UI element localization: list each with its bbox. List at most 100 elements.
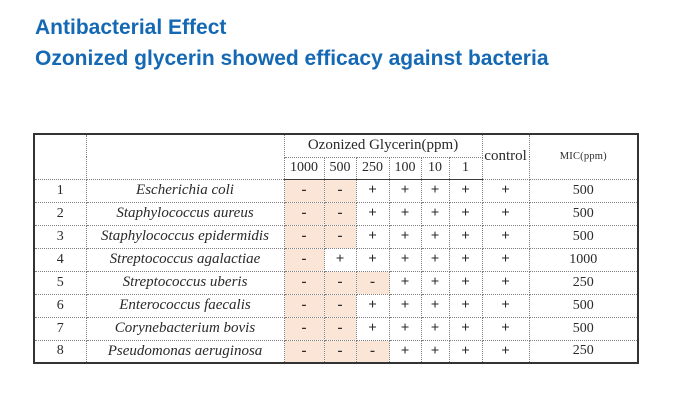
column-header-1000ppm: 1000 [283, 156, 325, 180]
species-name: Enterococcus faecalis [85, 293, 285, 318]
result-cell: + [388, 339, 422, 364]
result-cell: + [388, 201, 422, 226]
result-cell: + [448, 270, 483, 295]
row-number: 8 [33, 339, 87, 364]
table-row: 8 Pseudomonas aeruginosa - - - + + + + 2… [33, 339, 639, 364]
row-number: 3 [33, 224, 87, 249]
result-cell: + [388, 224, 422, 249]
control-result-cell: + [481, 201, 530, 226]
species-name: Streptococcus agalactiae [85, 247, 285, 272]
header-corner-species [85, 133, 285, 180]
row-number: 5 [33, 270, 87, 295]
antibacterial-results-table: Ozonized Glycerin(ppm) control MIC(ppm) … [33, 133, 640, 364]
result-cell: + [388, 293, 422, 318]
row-number: 1 [33, 178, 87, 203]
row-number: 7 [33, 316, 87, 341]
result-cell: + [388, 316, 422, 341]
result-cell: + [420, 224, 450, 249]
row-number: 4 [33, 247, 87, 272]
result-cell: + [448, 339, 483, 364]
mic-value: 500 [528, 293, 639, 318]
species-name: Streptococcus uberis [85, 270, 285, 295]
result-cell: + [420, 201, 450, 226]
result-cell: + [388, 178, 422, 203]
result-cell: - [283, 224, 325, 249]
table-row: 7 Corynebacterium bovis - - + + + + + 50… [33, 316, 639, 341]
result-cell: + [388, 247, 422, 272]
result-cell: + [448, 201, 483, 226]
result-cell: + [448, 224, 483, 249]
table-row: 3 Staphylococcus epidermidis - - + + + +… [33, 224, 639, 249]
title-line-1: Antibacterial Effect [35, 16, 227, 39]
result-cell: - [283, 293, 325, 318]
result-cell: + [323, 247, 357, 272]
column-header-mic: MIC(ppm) [528, 133, 639, 180]
mic-value: 500 [528, 316, 639, 341]
result-cell: - [355, 339, 390, 364]
control-result-cell: + [481, 270, 530, 295]
result-cell: + [420, 316, 450, 341]
result-cell: - [283, 339, 325, 364]
control-result-cell: + [481, 247, 530, 272]
control-result-cell: + [481, 224, 530, 249]
table-row: 4 Streptococcus agalactiae - + + + + + +… [33, 247, 639, 272]
result-cell: + [388, 270, 422, 295]
column-group-header: Ozonized Glycerin(ppm) [283, 133, 483, 158]
column-header-250ppm: 250 [355, 156, 390, 180]
species-name: Corynebacterium bovis [85, 316, 285, 341]
mic-value: 500 [528, 224, 639, 249]
column-header-100ppm: 100 [388, 156, 422, 180]
mic-value: 500 [528, 178, 639, 203]
slide-title: Antibacterial Effect Ozonized glycerin s… [35, 12, 549, 74]
result-cell: - [323, 270, 357, 295]
result-cell: - [323, 339, 357, 364]
result-cell: + [355, 224, 390, 249]
result-cell: + [420, 293, 450, 318]
result-cell: - [283, 270, 325, 295]
result-cell: + [420, 247, 450, 272]
result-cell: - [283, 178, 325, 203]
result-cell: - [283, 247, 325, 272]
result-cell: + [355, 293, 390, 318]
row-number: 6 [33, 293, 87, 318]
result-cell: + [448, 247, 483, 272]
mic-value: 250 [528, 339, 639, 364]
column-header-500ppm: 500 [323, 156, 357, 180]
mic-value: 500 [528, 201, 639, 226]
result-cell: + [420, 270, 450, 295]
result-cell: + [448, 293, 483, 318]
result-cell: - [323, 178, 357, 203]
mic-value: 1000 [528, 247, 639, 272]
result-cell: + [355, 316, 390, 341]
table-row: 6 Enterococcus faecalis - - + + + + + 50… [33, 293, 639, 318]
column-header-10ppm: 10 [420, 156, 450, 180]
result-cell: - [283, 316, 325, 341]
result-cell: + [448, 316, 483, 341]
result-cell: + [355, 247, 390, 272]
result-cell: - [323, 201, 357, 226]
control-result-cell: + [481, 293, 530, 318]
table-row: 5 Streptococcus uberis - - - + + + + 250 [33, 270, 639, 295]
table-row: 1 Escherichia coli - - + + + + + 500 [33, 178, 639, 203]
column-header-1ppm: 1 [448, 156, 483, 180]
species-name: Escherichia coli [85, 178, 285, 203]
control-result-cell: + [481, 339, 530, 364]
result-cell: - [283, 201, 325, 226]
control-result-cell: + [481, 316, 530, 341]
row-number: 2 [33, 201, 87, 226]
title-line-2: Ozonized glycerin showed efficacy agains… [35, 47, 549, 70]
species-name: Staphylococcus epidermidis [85, 224, 285, 249]
header-row-concentrations: 1000 500 250 100 10 1 [34, 156, 638, 180]
result-cell: - [323, 316, 357, 341]
result-cell: + [420, 339, 450, 364]
result-cell: - [323, 293, 357, 318]
column-header-control: control [481, 133, 530, 180]
result-cell: - [323, 224, 357, 249]
result-cell: + [420, 178, 450, 203]
species-name: Pseudomonas aeruginosa [85, 339, 285, 364]
mic-value: 250 [528, 270, 639, 295]
result-cell: + [355, 178, 390, 203]
header-corner-num [33, 133, 87, 180]
control-result-cell: + [481, 178, 530, 203]
